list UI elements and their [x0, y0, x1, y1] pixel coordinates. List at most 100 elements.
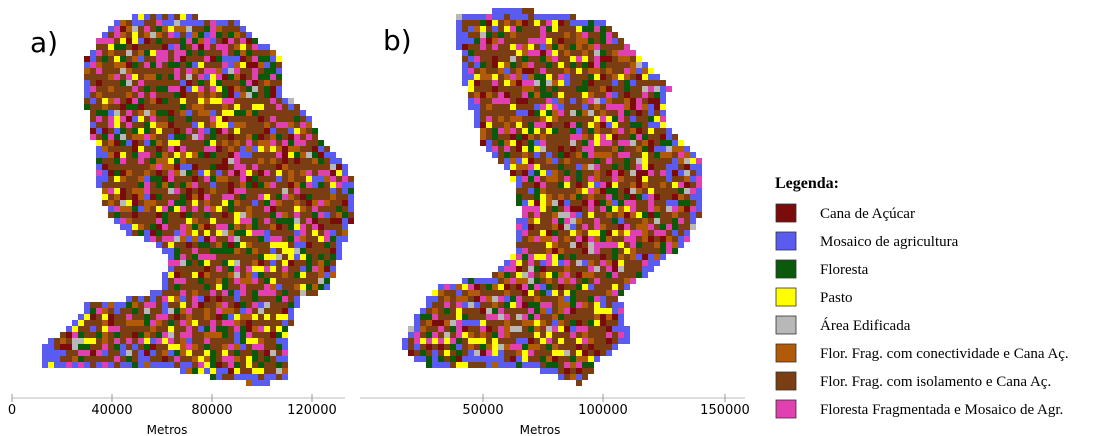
map-cell: [168, 62, 174, 68]
map-cell: [270, 272, 276, 278]
map-cell: [240, 206, 246, 212]
map-cell: [300, 200, 306, 206]
map-cell: [108, 194, 114, 200]
map-cell: [192, 320, 198, 326]
map-cell: [594, 326, 600, 332]
map-cell: [150, 32, 156, 38]
map-cell: [90, 134, 96, 140]
map-cell: [588, 368, 594, 374]
map-cell: [630, 266, 636, 272]
map-cell: [114, 338, 120, 344]
map-cell: [600, 212, 606, 218]
map-cell: [474, 338, 480, 344]
map-cell: [324, 278, 330, 284]
map-cell: [582, 350, 588, 356]
map-cell: [690, 182, 696, 188]
map-cell: [114, 302, 120, 308]
map-cell: [216, 116, 222, 122]
map-cell: [216, 128, 222, 134]
map-cell: [258, 86, 264, 92]
map-cell: [264, 332, 270, 338]
map-cell: [540, 302, 546, 308]
map-cell: [624, 80, 630, 86]
map-cell: [534, 20, 540, 26]
map-cell: [168, 20, 174, 26]
map-cell: [138, 158, 144, 164]
map-cell: [108, 326, 114, 332]
map-cell: [282, 188, 288, 194]
map-cell: [228, 350, 234, 356]
map-cell: [540, 350, 546, 356]
map-cell: [546, 362, 552, 368]
map-cell: [186, 272, 192, 278]
map-cell: [120, 170, 126, 176]
map-cell: [594, 230, 600, 236]
map-cell: [546, 44, 552, 50]
map-cell: [510, 14, 516, 20]
map-cell: [504, 308, 510, 314]
map-cell: [234, 302, 240, 308]
map-cell: [174, 80, 180, 86]
map-cell: [204, 296, 210, 302]
map-cell: [276, 146, 282, 152]
map-cell: [180, 104, 186, 110]
map-cell: [180, 314, 186, 320]
map-cell: [96, 164, 102, 170]
map-cell: [468, 344, 474, 350]
map-cell: [90, 128, 96, 134]
map-cell: [276, 92, 282, 98]
map-cell: [612, 86, 618, 92]
map-cell: [504, 356, 510, 362]
map-cell: [594, 206, 600, 212]
map-cell: [666, 212, 672, 218]
map-cell: [516, 134, 522, 140]
map-cell: [198, 62, 204, 68]
map-cell: [252, 104, 258, 110]
map-cell: [342, 164, 348, 170]
map-cell: [312, 128, 318, 134]
map-cell: [252, 194, 258, 200]
map-cell: [528, 158, 534, 164]
map-cell: [594, 26, 600, 32]
map-cell: [138, 74, 144, 80]
map-cell: [612, 224, 618, 230]
map-cell: [576, 128, 582, 134]
map-cell: [582, 320, 588, 326]
map-cell: [204, 260, 210, 266]
map-cell: [138, 296, 144, 302]
map-cell: [270, 152, 276, 158]
map-cell: [660, 98, 666, 104]
map-cell: [282, 284, 288, 290]
map-cell: [240, 368, 246, 374]
map-cell: [510, 260, 516, 266]
map-cell: [552, 68, 558, 74]
map-cell: [258, 62, 264, 68]
map-cell: [96, 104, 102, 110]
map-cell: [606, 296, 612, 302]
map-cell: [192, 332, 198, 338]
map-cell: [252, 212, 258, 218]
map-cell: [480, 128, 486, 134]
map-cell: [624, 326, 630, 332]
map-cell: [246, 122, 252, 128]
map-cell: [174, 194, 180, 200]
map-cell: [240, 248, 246, 254]
map-cell: [600, 158, 606, 164]
map-cell: [534, 350, 540, 356]
map-cell: [264, 68, 270, 74]
map-cell: [570, 242, 576, 248]
map-cell: [210, 218, 216, 224]
map-cell: [528, 350, 534, 356]
map-cell: [486, 296, 492, 302]
map-cell: [462, 290, 468, 296]
map-cell: [150, 314, 156, 320]
map-cell: [474, 80, 480, 86]
map-cell: [486, 320, 492, 326]
map-cell: [606, 146, 612, 152]
map-cell: [468, 38, 474, 44]
map-cell: [312, 248, 318, 254]
map-cell: [150, 296, 156, 302]
map-cell: [234, 122, 240, 128]
map-cell: [528, 248, 534, 254]
map-cell: [498, 134, 504, 140]
